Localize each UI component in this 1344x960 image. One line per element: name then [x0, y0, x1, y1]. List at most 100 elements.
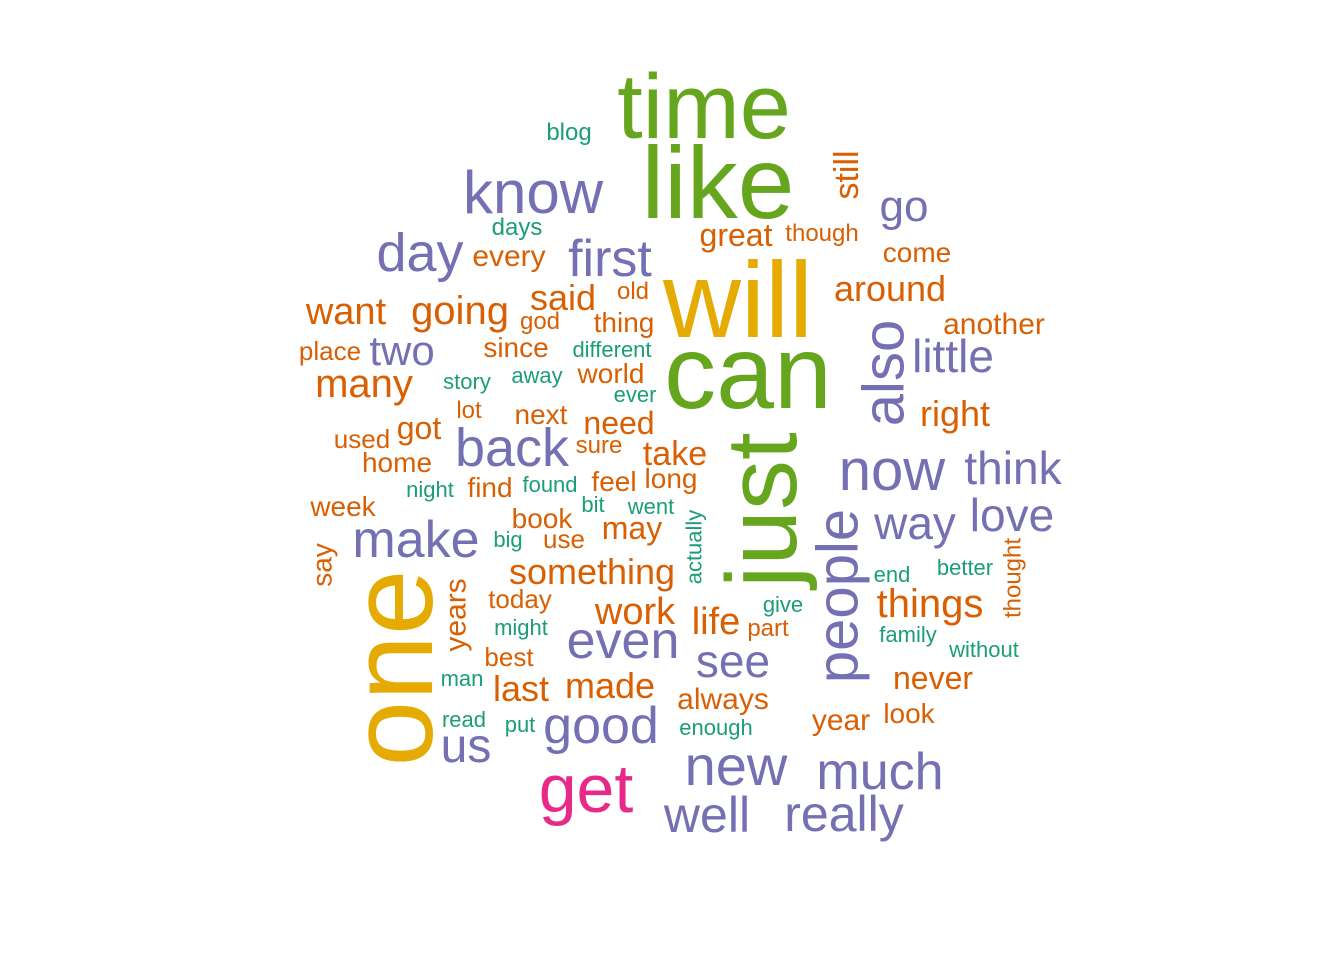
word-always: always: [677, 683, 769, 716]
word-life: life: [692, 601, 741, 643]
word-last: last: [493, 668, 549, 709]
word-much: much: [816, 743, 943, 801]
word-place: place: [299, 336, 361, 366]
word-though: though: [785, 220, 858, 247]
word-thing: thing: [594, 307, 655, 338]
word-use: use: [543, 524, 585, 554]
word-take: take: [643, 435, 707, 473]
word-blog: blog: [546, 119, 591, 146]
word-will: will: [662, 239, 813, 360]
word-end: end: [874, 562, 911, 587]
word-enough: enough: [679, 715, 752, 740]
word-since: since: [483, 332, 548, 363]
word-big: big: [493, 527, 522, 552]
word-want: want: [305, 291, 387, 333]
word-back: back: [455, 418, 570, 478]
word-first: first: [568, 230, 652, 288]
word-thought: thought: [1000, 538, 1027, 618]
word-another: another: [943, 308, 1045, 341]
word-next: next: [515, 399, 568, 430]
word-us: us: [441, 720, 492, 773]
word-know: know: [463, 159, 604, 226]
word-god: god: [520, 308, 560, 335]
word-may: may: [602, 510, 662, 546]
word-long: long: [645, 463, 698, 494]
word-even: even: [567, 612, 680, 670]
word-get: get: [539, 751, 634, 827]
word-lot: lot: [456, 397, 482, 424]
word-way: way: [873, 497, 956, 549]
word-different: different: [572, 337, 651, 362]
word-can: can: [664, 315, 832, 431]
word-story: story: [443, 369, 491, 394]
word-going: going: [411, 289, 509, 333]
word-best: best: [484, 642, 534, 672]
word-said: said: [530, 277, 596, 318]
word-made: made: [565, 665, 655, 706]
word-ever: ever: [614, 382, 657, 407]
word-time: time: [617, 56, 791, 158]
word-need: need: [583, 405, 654, 441]
word-years: years: [440, 578, 473, 651]
word-two: two: [369, 327, 434, 374]
word-week: week: [309, 491, 376, 522]
word-old: old: [617, 278, 649, 305]
word-away: away: [511, 363, 562, 388]
word-without: without: [948, 637, 1019, 662]
word-think: think: [964, 442, 1062, 494]
word-great: great: [700, 217, 773, 253]
word-around: around: [834, 268, 946, 309]
word-like: like: [641, 126, 794, 240]
word-one: one: [326, 570, 458, 767]
word-book: book: [512, 503, 574, 534]
word-sure: sure: [576, 432, 623, 459]
word-feel: feel: [591, 466, 636, 497]
word-go: go: [880, 182, 929, 231]
word-many: many: [315, 362, 413, 406]
word-went: went: [627, 494, 674, 519]
word-today: today: [488, 584, 552, 614]
word-bit: bit: [581, 492, 604, 517]
word-night: night: [406, 477, 454, 502]
word-family: family: [879, 622, 936, 647]
word-new: new: [685, 734, 788, 797]
word-man: man: [441, 666, 484, 691]
word-something: something: [509, 551, 675, 592]
word-look: look: [883, 698, 935, 729]
word-say: say: [307, 543, 338, 587]
word-home: home: [362, 447, 432, 478]
word-day: day: [376, 223, 463, 283]
word-things: things: [877, 582, 984, 626]
word-see: see: [696, 635, 770, 687]
word-make: make: [352, 511, 479, 569]
word-also: also: [852, 320, 917, 426]
word-love: love: [970, 489, 1054, 541]
word-read: read: [442, 707, 486, 732]
word-never: never: [893, 660, 973, 696]
word-work: work: [594, 591, 676, 633]
word-used: used: [334, 424, 390, 454]
word-put: put: [505, 712, 536, 737]
word-find: find: [467, 472, 512, 503]
word-people: people: [806, 509, 871, 683]
word-part: part: [747, 615, 789, 642]
word-still: still: [828, 150, 866, 199]
word-come: come: [883, 237, 951, 268]
word-really: really: [784, 786, 903, 842]
word-year: year: [812, 704, 870, 737]
word-right: right: [920, 393, 990, 434]
word-actually: actually: [682, 510, 707, 585]
word-well: well: [663, 787, 750, 843]
word-world: world: [577, 358, 645, 389]
word-every: every: [472, 240, 545, 273]
word-found: found: [522, 472, 577, 497]
word-got: got: [397, 410, 442, 446]
word-better: better: [937, 555, 993, 580]
word-give: give: [763, 592, 803, 617]
word-days: days: [492, 214, 543, 241]
word-little: little: [912, 330, 994, 382]
word-might: might: [494, 615, 548, 640]
word-now: now: [839, 438, 947, 503]
